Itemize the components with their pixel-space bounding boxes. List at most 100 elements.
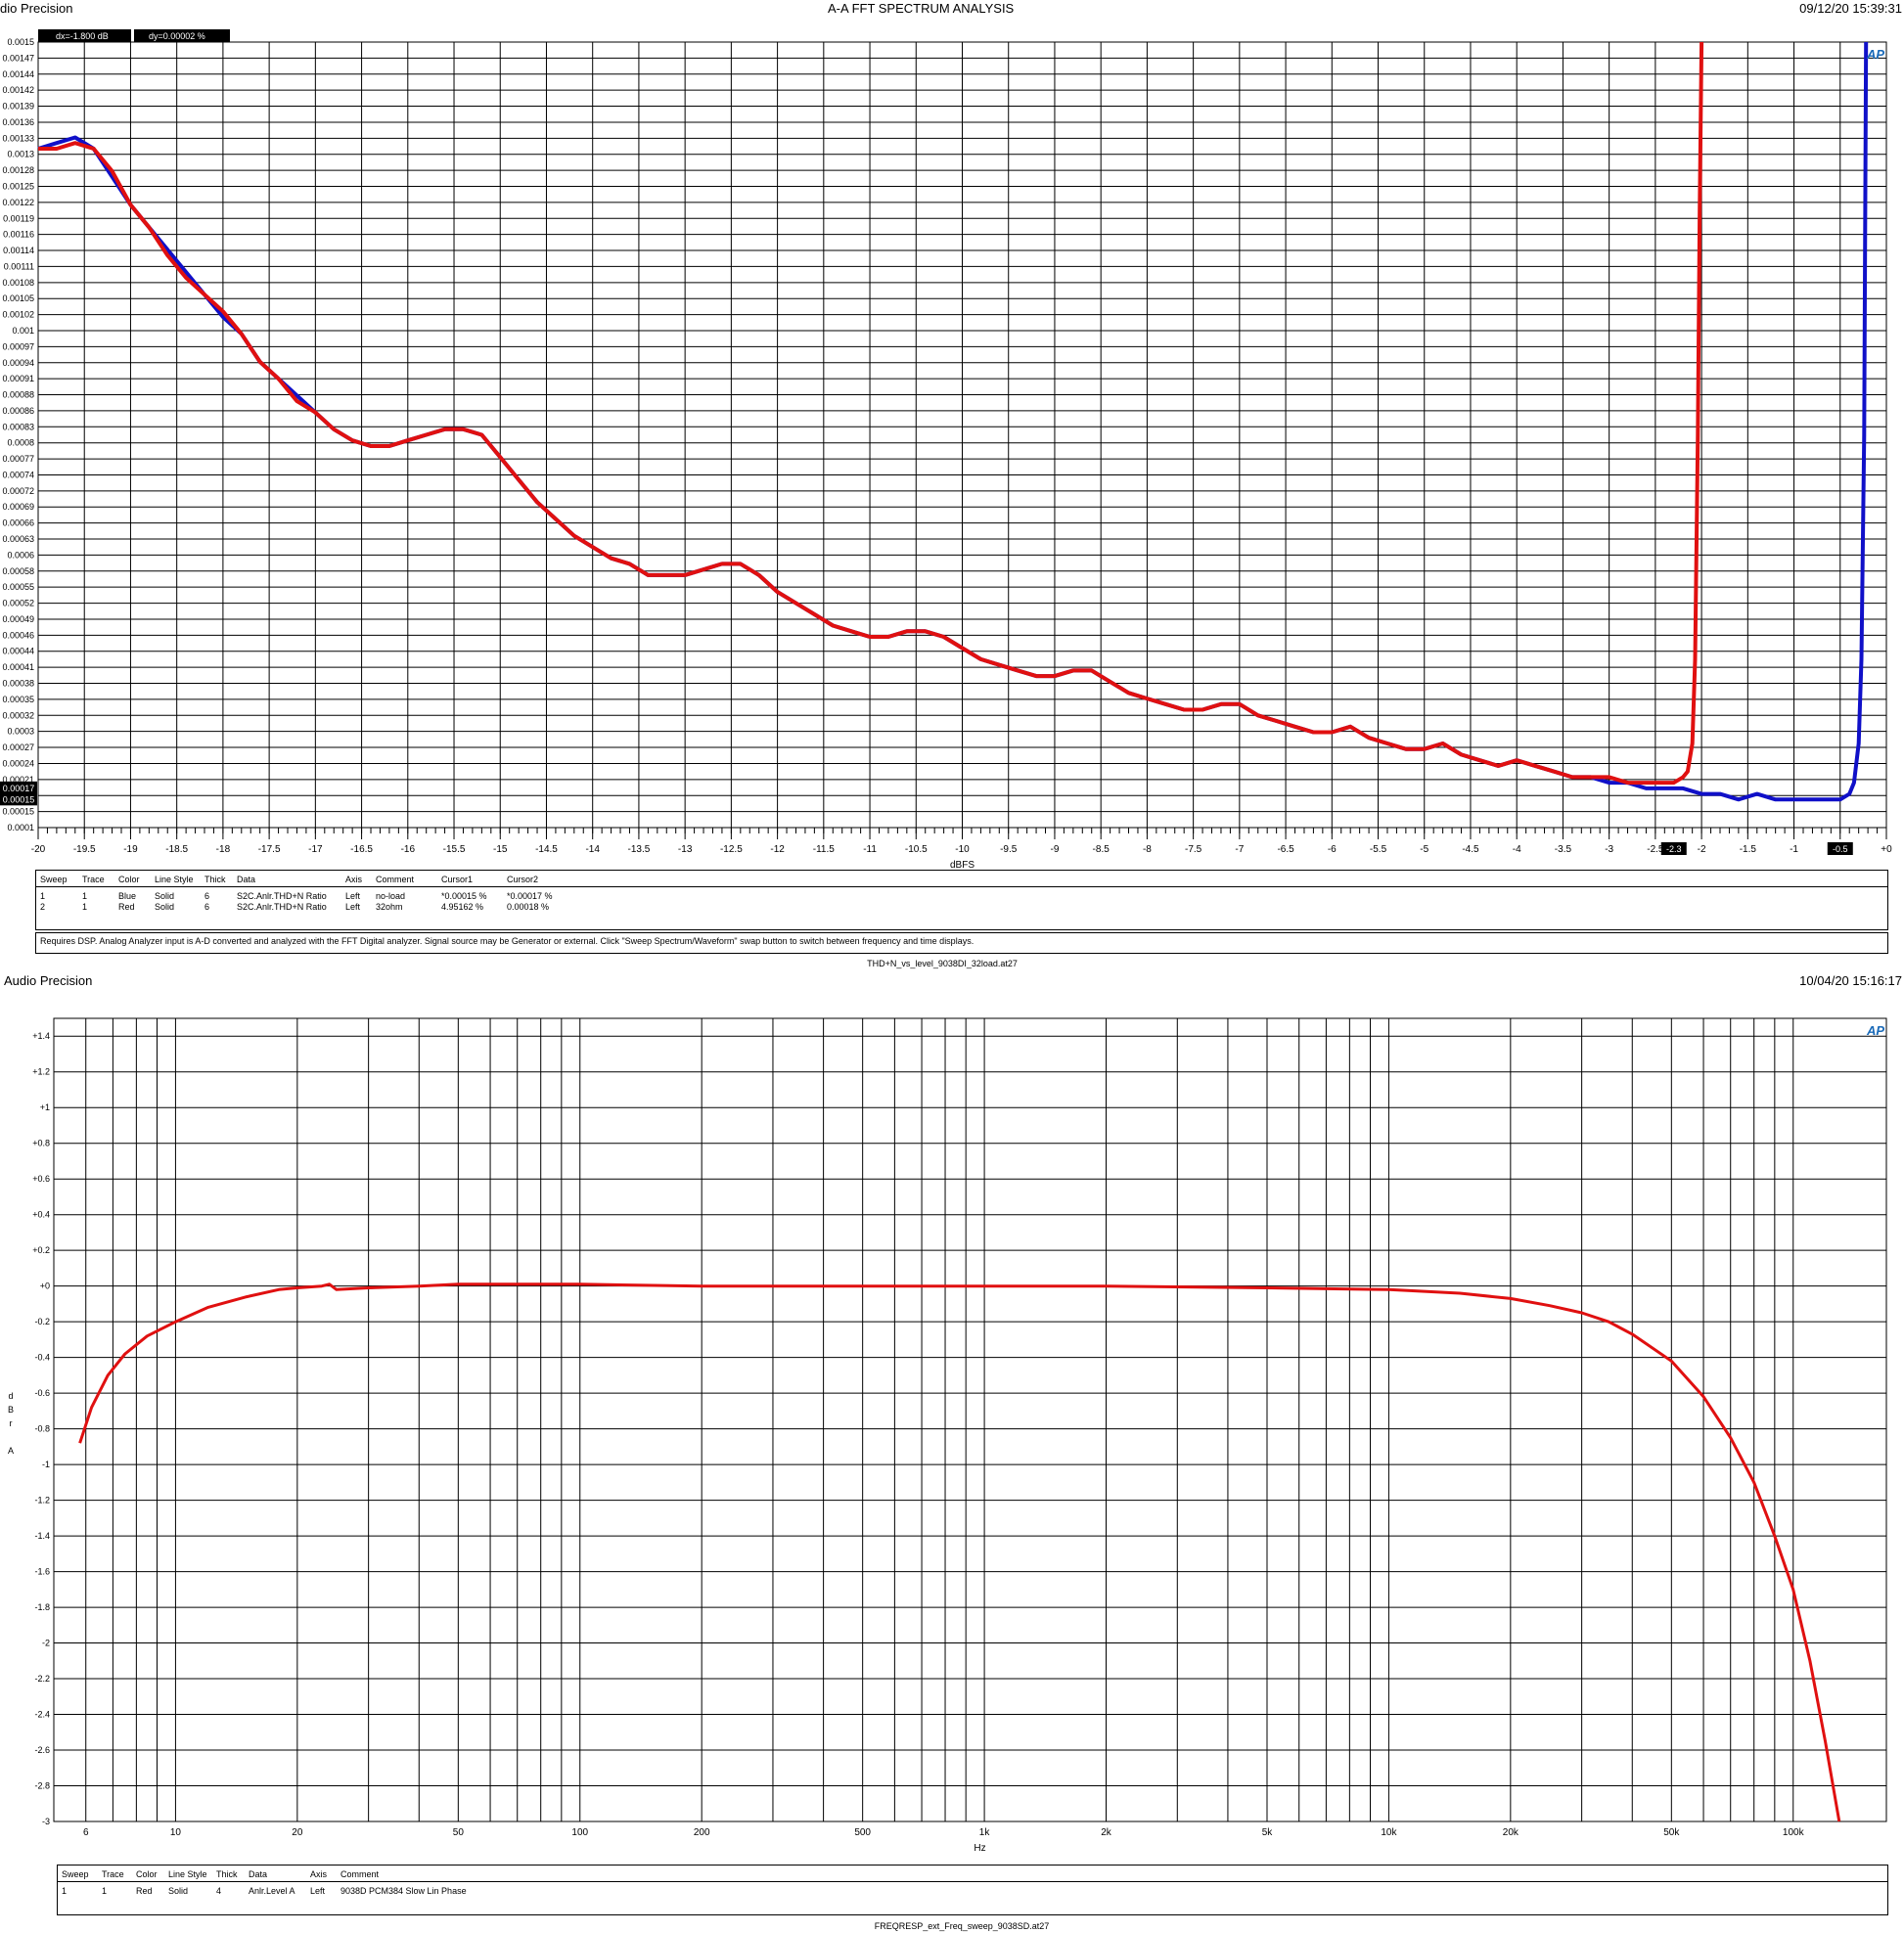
top-legend-table: Sweep Trace Color Line Style Thick Data … [38, 874, 570, 912]
top-x-tick-label: -20 [31, 844, 46, 855]
legend-cell: Solid [155, 901, 175, 912]
bottom-y-tick-label: -2.8 [34, 1781, 50, 1791]
legend-header: Trace [102, 1868, 124, 1879]
top-y-tick-label: 0.00024 [2, 758, 34, 768]
legend-header: Thick [216, 1868, 238, 1879]
bottom-y-tick-label: -3 [42, 1817, 50, 1826]
top-x-tick-label: -1.5 [1740, 844, 1757, 855]
top-y-tick-label: 0.00077 [2, 454, 34, 464]
legend-header: Line Style [168, 1868, 207, 1879]
top-legend: Sweep Trace Color Line Style Thick Data … [35, 870, 1888, 930]
cursor-dx-label: dx=-1.800 dB [56, 31, 109, 41]
legend-header: Cursor1 [441, 874, 474, 884]
top-x-tick-label: -12 [770, 844, 785, 855]
top-y-tick-label: 0.00083 [2, 422, 34, 431]
legend-header: Line Style [155, 874, 194, 884]
bottom-y-tick-label: -0.2 [34, 1317, 50, 1326]
top-x-tick-label: -14 [585, 844, 600, 855]
legend-header: Axis [310, 1868, 328, 1879]
top-title: A-A FFT SPECTRUM ANALYSIS [828, 1, 1015, 16]
cursor-x-marker-label: -0.5 [1833, 844, 1848, 854]
legend-header: Cursor2 [507, 874, 539, 884]
top-y-tick-label: 0.0001 [7, 823, 34, 832]
top-filename: THD+N_vs_level_9038DI_32load.at27 [867, 959, 1018, 968]
legend-cell: Left [310, 1885, 326, 1896]
legend-cell: 4.95162 % [441, 901, 484, 912]
bottom-x-tick-label: 10 [170, 1827, 182, 1838]
top-y-tick-label: 0.00142 [2, 85, 34, 95]
top-x-tick-label: -9 [1050, 844, 1059, 855]
top-y-tick-label: 0.00094 [2, 358, 34, 368]
legend-header: Comment [340, 1868, 380, 1879]
legend-cell: 1 [82, 901, 88, 912]
top-x-tick-label: -15 [493, 844, 508, 855]
top-x-tick-label: -14.5 [535, 844, 558, 855]
top-y-tick-label: 0.00108 [2, 278, 34, 288]
top-x-tick-label: -11.5 [813, 844, 835, 855]
top-x-tick-label: -12.5 [720, 844, 743, 855]
legend-cell: 6 [204, 901, 210, 912]
legend-cell: Red [136, 1885, 153, 1896]
bottom-y-tick-label: +0 [40, 1281, 50, 1291]
legend-cell: 1 [40, 890, 46, 901]
top-x-axis-title: dBFS [950, 860, 975, 871]
legend-row: 1 1 Red Solid 4 Anlr.Level A Left 9038D … [60, 1885, 502, 1896]
top-y-tick-label: 0.00139 [2, 102, 34, 112]
top-y-tick-label: 0.00136 [2, 117, 34, 127]
legend-header: Data [249, 1868, 268, 1879]
cursor-dx-box [38, 29, 131, 42]
legend-header: Axis [345, 874, 363, 884]
top-x-tick-label: -13.5 [628, 844, 651, 855]
top-y-tick-label: 0.00128 [2, 165, 34, 175]
bottom-y-tick-label: -0.4 [34, 1353, 50, 1363]
bottom-x-tick-label: 100k [1783, 1827, 1805, 1838]
top-y-tick-label: 0.0003 [7, 727, 34, 737]
bottom-x-tick-label: 6 [83, 1827, 89, 1838]
bottom-legend-table: Sweep Trace Color Line Style Thick Data … [60, 1868, 502, 1896]
top-series-line [38, 41, 1704, 786]
cursor-y-marker [0, 792, 37, 806]
bottom-y-tick-label: +0.6 [32, 1174, 50, 1184]
top-y-tick-label: 0.00074 [2, 470, 34, 479]
legend-header: Comment [376, 874, 415, 884]
top-y-tick-label: 0.00044 [2, 647, 34, 656]
top-y-tick-label: 0.001 [12, 326, 34, 336]
top-x-tick-label: -17 [308, 844, 323, 855]
top-y-tick-label: 0.00105 [2, 293, 34, 303]
top-y-tick-label: 0.00021 [2, 775, 34, 785]
top-y-tick-label: 0.00072 [2, 486, 34, 496]
top-y-tick-label: 0.00041 [2, 662, 34, 672]
bottom-y-tick-label: +0.4 [32, 1210, 50, 1220]
legend-cell: Solid [155, 890, 175, 901]
bottom-y-axis-title-letter: B [8, 1405, 14, 1415]
bottom-x-tick-label: 5k [1262, 1827, 1274, 1838]
top-x-tick-label: +0 [1881, 844, 1892, 855]
top-x-tick-label: -17.5 [258, 844, 281, 855]
top-y-tick-label: 0.00147 [2, 53, 34, 63]
legend-cell: 6 [204, 890, 210, 901]
legend-cell: Left [345, 901, 361, 912]
legend-separator [58, 1881, 1887, 1882]
bottom-y-tick-label: -1.2 [34, 1496, 50, 1506]
legend-cell: S2C.Anlr.THD+N Ratio [237, 890, 327, 901]
top-x-tick-label: -16 [401, 844, 416, 855]
bottom-y-tick-label: +1.4 [32, 1031, 50, 1041]
legend-cell: 9038D PCM384 Slow Lin Phase [340, 1885, 467, 1896]
top-x-tick-label: -4 [1513, 844, 1521, 855]
top-y-tick-label: 0.00035 [2, 695, 34, 704]
top-y-tick-label: 0.00046 [2, 630, 34, 640]
top-y-tick-label: 0.00086 [2, 406, 34, 416]
bottom-y-tick-label: +1.2 [32, 1067, 50, 1077]
legend-header: Trace [82, 874, 105, 884]
top-y-tick-label: 0.00102 [2, 310, 34, 320]
bottom-legend: Sweep Trace Color Line Style Thick Data … [57, 1865, 1888, 1915]
top-y-tick-label: 0.00125 [2, 181, 34, 191]
legend-header: Color [118, 874, 140, 884]
top-y-tick-label: 0.00015 [2, 807, 34, 817]
legend-row: 2 1 Red Solid 6 S2C.Anlr.THD+N Ratio Lef… [38, 901, 570, 912]
legend-cell: Blue [118, 890, 137, 901]
top-x-tick-label: -13 [678, 844, 693, 855]
bottom-y-tick-label: -0.6 [34, 1388, 50, 1398]
top-y-tick-label: 0.00116 [3, 230, 34, 240]
bottom-filename: FREQRESP_ext_Freq_sweep_9038SD.at27 [874, 1921, 1050, 1931]
